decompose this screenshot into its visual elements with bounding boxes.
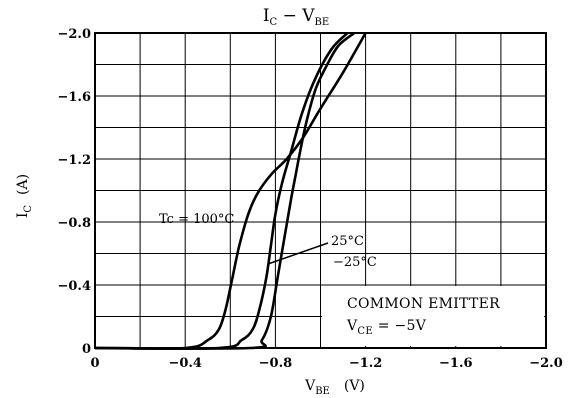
y-tick-label: −0.8 <box>57 216 91 231</box>
x-label-unit: (V) <box>344 378 365 394</box>
label-tc100: Tc = 100°C <box>159 212 234 227</box>
x-tick-label: −1.2 <box>349 356 383 371</box>
title-vbe-sub: BE <box>315 17 330 28</box>
x-tick-label: −2.0 <box>529 356 563 371</box>
note-vce: VCE = −5V <box>346 318 427 337</box>
leader-line <box>267 242 329 265</box>
y-label-unit: (A) <box>15 174 31 195</box>
curve-series-0 <box>94 32 367 350</box>
vce-sub: CE <box>357 326 373 337</box>
x-tick-label: −0.4 <box>168 356 202 371</box>
x-tick-label: 0 <box>90 356 99 371</box>
title-vbe: V <box>301 6 315 26</box>
curves <box>94 31 367 350</box>
note-backdrop <box>322 286 544 346</box>
vce-value: = −5V <box>373 318 427 334</box>
y-axis-label: IC (A) <box>15 174 34 218</box>
y-label-sub: C <box>23 205 34 213</box>
y-tick-label: −0.4 <box>57 279 91 294</box>
chart-title: IC − VBE <box>263 6 329 28</box>
label-minus25c: −25°C <box>333 255 377 270</box>
x-axis-label: VBE (V) <box>304 378 365 397</box>
title-ic: I <box>263 6 270 26</box>
x-label-main: V <box>304 378 316 394</box>
y-tick-label: −1.6 <box>57 90 91 105</box>
label-25c: 25°C <box>331 234 364 249</box>
curve-series-1 <box>94 32 349 350</box>
title-sep: − <box>277 6 302 26</box>
tick-labels: 0 −0.4 −0.8 −1.2 −1.6 −2.0 0 −0.4 −0.8 −1.2 −1.6 −2… <box>57 27 562 371</box>
plot-frame <box>94 32 547 349</box>
y-label-main: I <box>15 213 31 219</box>
x-tick-label: −1.6 <box>439 356 473 371</box>
x-tick-label: −0.8 <box>259 356 293 371</box>
curve-series-2 <box>94 31 356 350</box>
x-label-sub: BE <box>315 386 330 397</box>
note-common-emitter: COMMON EMITTER <box>347 296 500 312</box>
vce-main: V <box>346 318 358 334</box>
y-tick-label: −1.2 <box>57 153 91 168</box>
y-tick-label: −2.0 <box>57 27 91 42</box>
title-ic-sub: C <box>270 17 278 28</box>
y-tick-label: 0 <box>82 342 91 357</box>
